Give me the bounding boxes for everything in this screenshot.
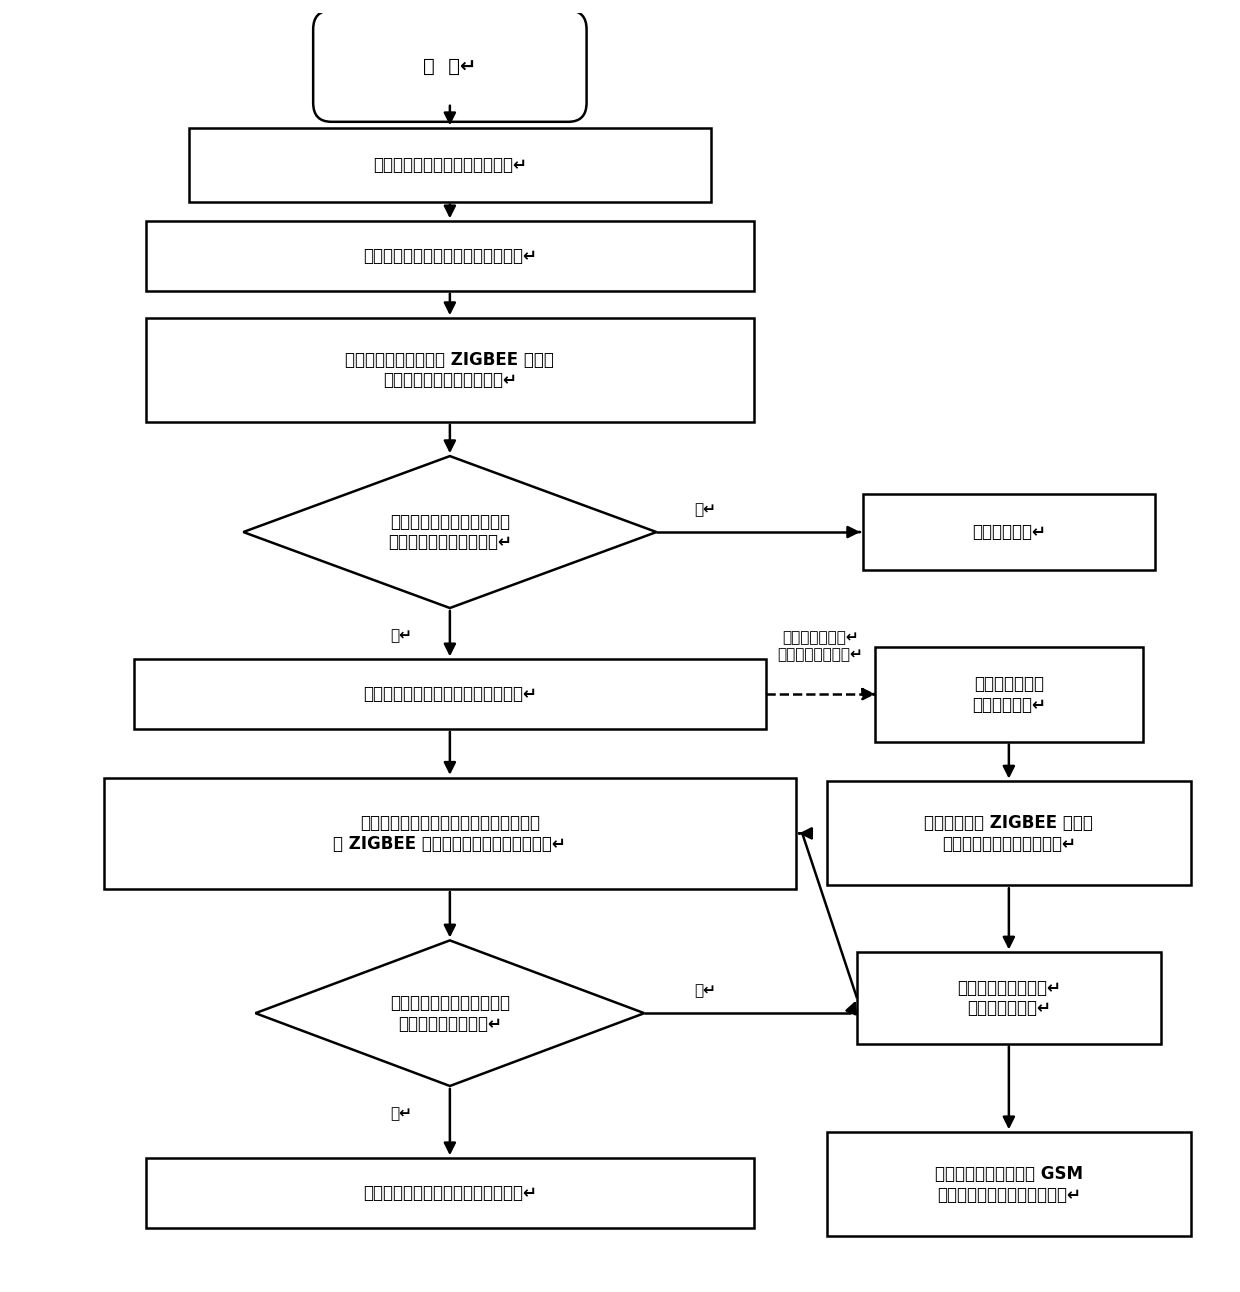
Bar [188, 128, 711, 202]
Text: 管理员设置液位高度，启动系统↵: 管理员设置液位高度，启动系统↵ [373, 156, 527, 174]
Bar [146, 221, 754, 291]
Text: 否↵: 否↵ [694, 983, 715, 997]
Bar [857, 952, 1161, 1044]
Text: 红外液位传感器
传送报警信号↵: 红外液位传感器 传送报警信号↵ [972, 674, 1045, 713]
Text: 若在注水过程中↵
液位达到最高位置↵: 若在注水过程中↵ 液位达到最高位置↵ [777, 629, 863, 663]
Text: 通过第一继电器打开进水电磁阀模块↵: 通过第一继电器打开进水电磁阀模块↵ [363, 685, 537, 703]
Text: 否↵: 否↵ [694, 501, 715, 517]
Text: 通过第一继电器关闭↵
进水电磁阀模块↵: 通过第一继电器关闭↵ 进水电磁阀模块↵ [957, 978, 1060, 1017]
Bar [104, 778, 796, 889]
Polygon shape [243, 456, 656, 609]
Polygon shape [255, 941, 645, 1087]
Text: 是↵: 是↵ [391, 628, 412, 643]
Text: 通过第一继电器关闭进水电磁阀模块↵: 通过第一继电器关闭进水电磁阀模块↵ [363, 1183, 537, 1202]
Text: 是↵: 是↵ [391, 1106, 412, 1121]
Text: 投入式液位传感器检测初始液位高度↵: 投入式液位传感器检测初始液位高度↵ [363, 247, 537, 265]
Bar [827, 782, 1192, 885]
Text: 嵌入式处理器模块通过 GSM
模块发送警示短信提醒管理员↵: 嵌入式处理器模块通过 GSM 模块发送警示短信提醒管理员↵ [935, 1164, 1083, 1204]
Text: 液位控制软件判断初始液位
高度是否小于设置高度？↵: 液位控制软件判断初始液位 高度是否小于设置高度？↵ [388, 513, 512, 552]
Bar [875, 646, 1142, 742]
Bar [134, 659, 766, 729]
Text: 液位控制软件判断液位高度
是否等于设置高度？↵: 液位控制软件判断液位高度 是否等于设置高度？↵ [389, 994, 510, 1032]
Bar [146, 318, 754, 422]
Text: 报警信号通过 ZIGBEE 无线网
络发送给嵌入式处理器模块↵: 报警信号通过 ZIGBEE 无线网 络发送给嵌入式处理器模块↵ [925, 814, 1094, 853]
Text: 开  始↵: 开 始↵ [423, 57, 476, 76]
Bar [863, 494, 1154, 570]
Bar [146, 1158, 754, 1227]
Bar [827, 1132, 1192, 1236]
Text: 进行放水操作↵: 进行放水操作↵ [972, 523, 1045, 541]
FancyBboxPatch shape [314, 10, 587, 121]
Text: 投入式液位传感器不断检测液位高度并通
过 ZIGBEE 网络传送给嵌入式处理器模块↵: 投入式液位传感器不断检测液位高度并通 过 ZIGBEE 网络传送给嵌入式处理器模… [334, 814, 567, 853]
Text: 初始液位高度数值通过 ZIGBEE 无线网
络发送给嵌入式处理器模块↵: 初始液位高度数值通过 ZIGBEE 无线网 络发送给嵌入式处理器模块↵ [346, 350, 554, 389]
